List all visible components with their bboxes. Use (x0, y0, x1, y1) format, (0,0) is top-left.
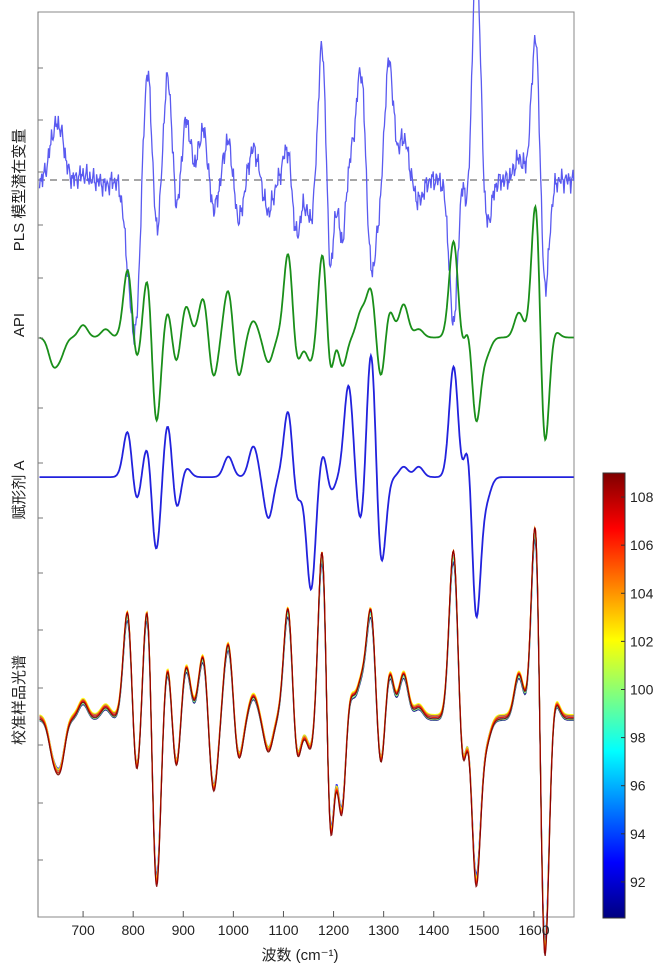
excipient-a-spectrum-line (39, 352, 574, 620)
x-tick-label: 1400 (418, 922, 449, 938)
colorbar-tick-label: 100 (630, 681, 654, 697)
calibration-spectrum-line (39, 527, 574, 953)
x-tick-label: 700 (71, 922, 95, 938)
colorbar-tick-label: 92 (630, 874, 646, 890)
panel-lines (38, 0, 575, 957)
api-spectrum-line (39, 203, 574, 442)
colorbar-tick-label: 94 (630, 826, 646, 842)
x-tick-label: 1200 (318, 922, 349, 938)
colorbar-gradient (602, 472, 626, 919)
colorbar-tick-label: 102 (630, 633, 654, 649)
calibration-spectrum-line (39, 525, 574, 950)
pls-latent-variable-line (38, 0, 575, 345)
plot-frame (37, 11, 575, 918)
colorbar-tick-label: 96 (630, 778, 646, 794)
calibration-spectrum-line (39, 527, 574, 957)
colorbar-tick-label: 108 (630, 489, 654, 505)
colorbar-tick-label: 104 (630, 585, 654, 601)
calibration-spectrum-line (39, 527, 574, 947)
panel-label-api: API (11, 313, 28, 337)
panel-label-pls: PLS 模型潜在变量 (11, 129, 28, 252)
y-axis-ticks (38, 67, 43, 861)
colorbar: 92 94 96 98 100 102 104 106 108 (602, 472, 654, 919)
panel-label-calibration: 校准样品光谱 (11, 655, 28, 745)
x-tick-label: 900 (172, 922, 196, 938)
colorbar-ticks: 92 94 96 98 100 102 104 106 108 (621, 489, 654, 890)
x-tick-label: 1000 (218, 922, 249, 938)
colorbar-tick-label: 106 (630, 537, 654, 553)
x-axis-title: 波数 (cm⁻¹) (261, 947, 338, 964)
x-tick-label: 1600 (518, 922, 549, 938)
x-tick-label: 1300 (368, 922, 399, 938)
x-axis-ticks: 700 800 900 1000 1100 1200 1300 1400 1500 1600 (71, 911, 550, 938)
x-tick-label: 800 (121, 922, 145, 938)
colorbar-tick-label: 98 (630, 730, 646, 746)
x-tick-label: 1500 (468, 922, 499, 938)
panel-label-excipient: 赋形剂 A (11, 460, 28, 519)
x-tick-label: 1100 (268, 922, 298, 938)
